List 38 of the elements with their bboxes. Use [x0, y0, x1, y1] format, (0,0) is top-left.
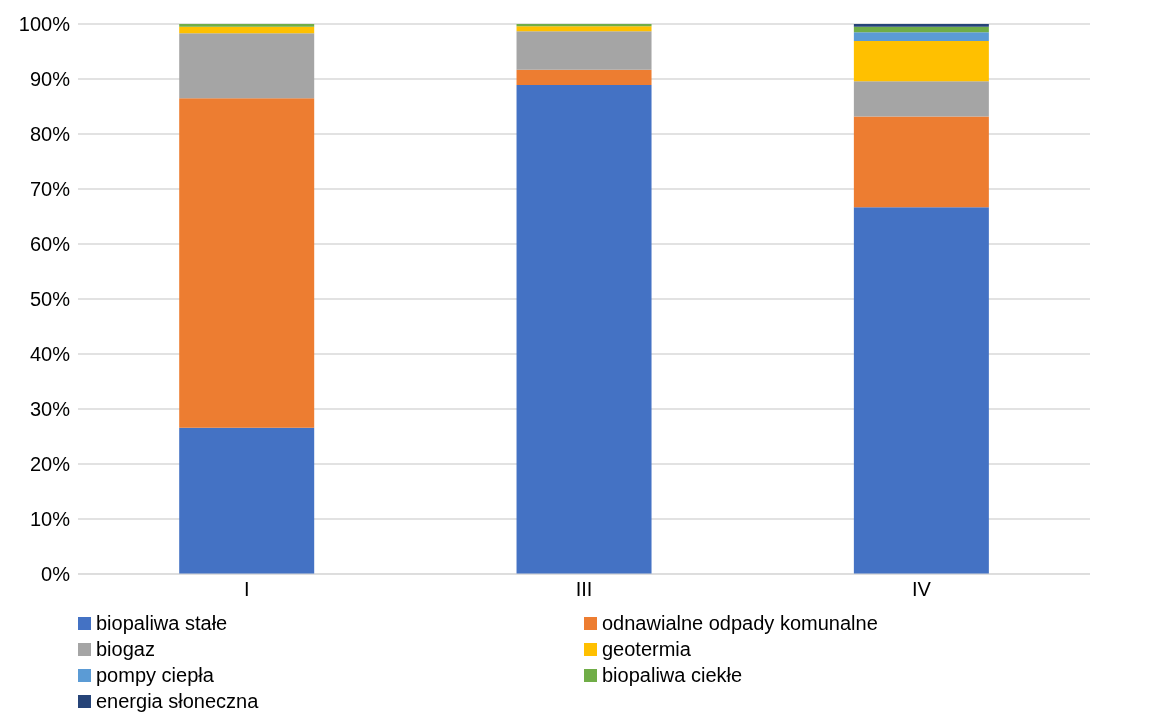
x-tick-label: IV	[911, 578, 932, 601]
y-tick-label: 10%	[29, 508, 71, 531]
x-tick-label: III	[575, 578, 593, 601]
y-tick-label: 80%	[29, 123, 71, 146]
legend-label: odnawialne odpady komunalne	[602, 611, 878, 636]
bar	[516, 24, 652, 27]
legend-label: biogaz	[96, 637, 155, 662]
bar	[516, 85, 652, 574]
bar	[179, 26, 315, 34]
bar	[516, 31, 652, 70]
legend-label: energia słoneczna	[96, 689, 259, 714]
bar	[179, 427, 315, 574]
bar	[516, 69, 652, 86]
bar	[853, 116, 989, 208]
y-tick-label: 90%	[29, 68, 71, 91]
legend-label: pompy ciepła	[96, 663, 214, 688]
legend-label: geotermia	[602, 637, 691, 662]
legend-label: biopaliwa ciekłe	[602, 663, 743, 688]
bar	[853, 41, 989, 82]
y-tick-label: 70%	[29, 178, 71, 201]
y-tick-label: 40%	[29, 343, 71, 366]
bar	[516, 26, 652, 32]
y-tick-label: 60%	[29, 233, 71, 256]
y-tick-label: 20%	[29, 453, 71, 476]
y-tick-label: 50%	[29, 288, 71, 311]
y-tick-label: 100%	[18, 13, 71, 36]
bar	[853, 32, 989, 42]
x-tick-label: I	[243, 578, 250, 601]
bar	[853, 81, 989, 117]
bar	[853, 26, 989, 33]
bar	[853, 24, 989, 27]
bar	[179, 98, 315, 428]
y-tick-label: 30%	[29, 398, 71, 421]
y-tick-label: 0%	[41, 563, 71, 586]
legend-label: biopaliwa stałe	[96, 611, 228, 636]
bar	[179, 24, 315, 27]
bar	[179, 33, 315, 99]
bar	[853, 207, 989, 574]
